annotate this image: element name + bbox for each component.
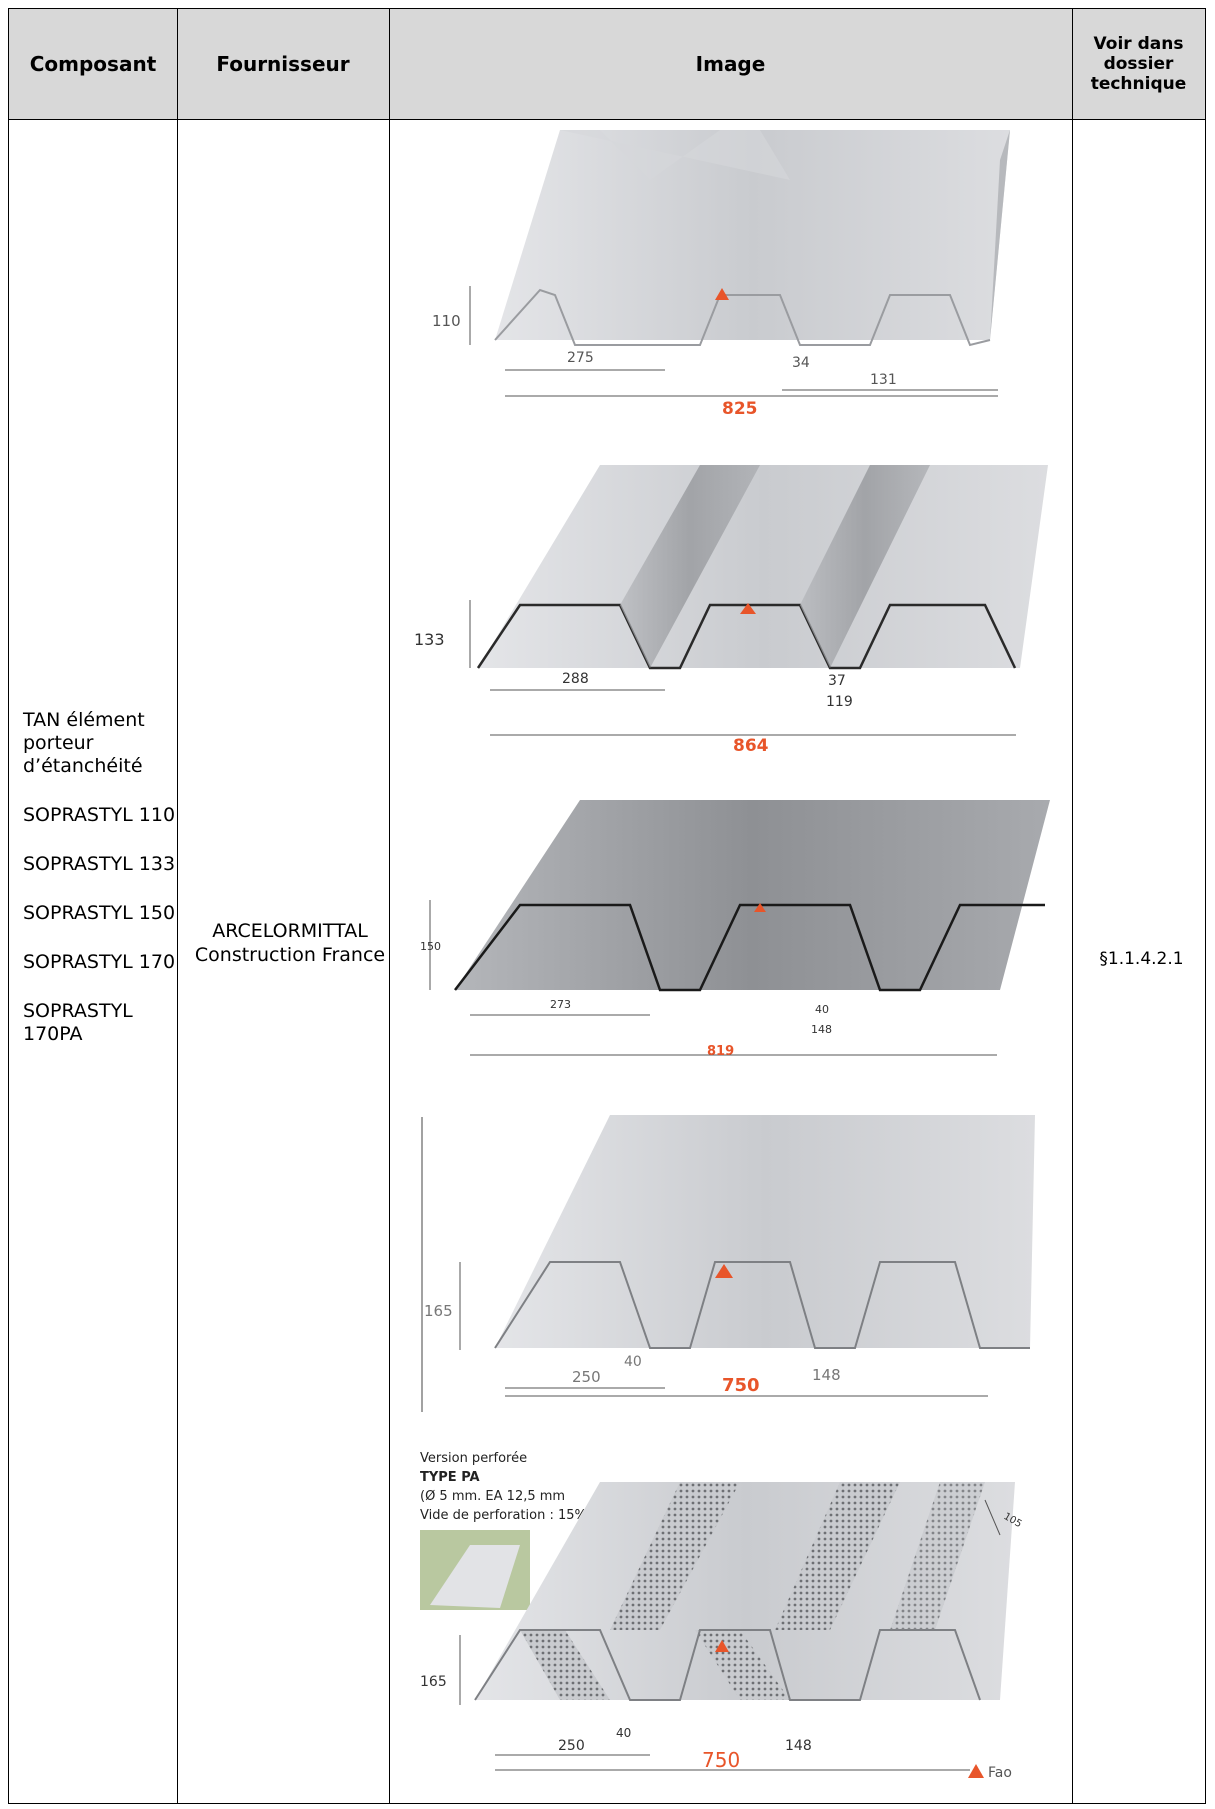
reference-cell: §1.1.4.2.1 [1099, 949, 1184, 969]
composant-line: SOPRASTYL 150 [23, 902, 176, 924]
component-table: Composant Fournisseur Image Voir dans do… [8, 8, 1206, 1804]
header-voir-dossier: Voir dans dossier technique [1090, 34, 1187, 94]
composant-line: SOPRASTYL 133 [23, 853, 176, 875]
header-composant: Composant [29, 52, 157, 76]
header-image: Image [695, 52, 766, 76]
column-divider [389, 9, 390, 1803]
column-divider [177, 9, 178, 1803]
composant-cell: TAN élément porteur d’étanchéité SOPRAST… [23, 709, 183, 1072]
composant-line: SOPRASTYL 170 [23, 951, 176, 973]
composant-line: TAN élément porteur d’étanchéité [23, 709, 145, 777]
fournisseur-cell: ARCELORMITTAL Construction France [194, 920, 386, 966]
composant-line: SOPRASTYL 110 [23, 804, 176, 826]
header-fournisseur: Fournisseur [216, 52, 350, 76]
composant-line: SOPRASTYL 170PA [23, 1000, 133, 1045]
column-divider [1072, 9, 1073, 1803]
table-header [9, 9, 1205, 120]
